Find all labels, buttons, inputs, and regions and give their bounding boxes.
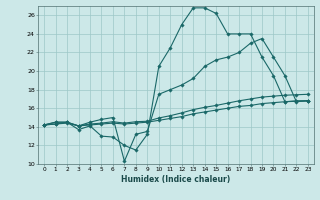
X-axis label: Humidex (Indice chaleur): Humidex (Indice chaleur)	[121, 175, 231, 184]
